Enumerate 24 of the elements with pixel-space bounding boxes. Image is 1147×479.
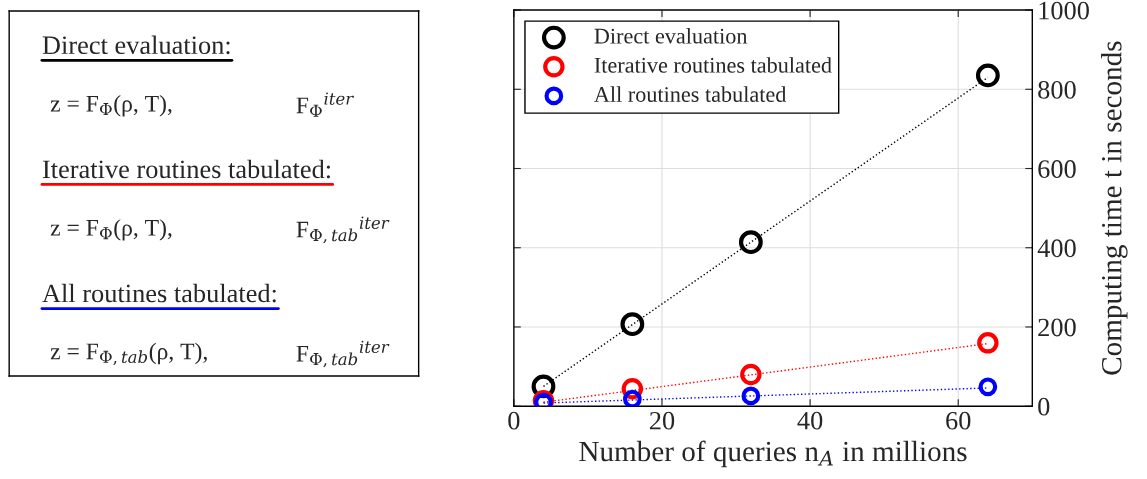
y-axis-title: Computing time t in seconds	[1101, 41, 1128, 375]
y-tick-label: 800	[1038, 80, 1076, 99]
y-tick-label: 400	[1037, 239, 1076, 258]
legend-label: Direct evaluation	[594, 27, 748, 44]
y-tick-label: 1000	[1039, 1, 1089, 20]
text: z = F$_{Φ}$(ρ, T),	[50, 219, 172, 241]
y-tick-label: 600	[1038, 160, 1076, 178]
text: F$_{Φ,tab}$$^{iter}$	[296, 340, 390, 368]
text: Iterative routines tabulated:	[42, 159, 330, 179]
x-axis-title: Number of queries n$_{A}$ in millions	[579, 440, 967, 468]
x-tick-label: 0	[508, 411, 520, 430]
x-tick-label: 20	[649, 411, 675, 430]
text: z = F$_{Φ}$(ρ, T),	[50, 95, 172, 117]
text: F$_{Φ,tab}$$^{iter}$	[296, 216, 390, 244]
y-tick-label: 0	[1038, 397, 1050, 416]
x-tick-label: 40	[797, 411, 823, 430]
y-tick-label: 200	[1038, 318, 1076, 337]
text: All routines tabulated:	[42, 283, 276, 303]
legend-label: All routines tabulated	[594, 86, 787, 102]
text: z = F$_{Φ,tab}$(ρ, T),	[50, 342, 207, 366]
text: F$_{Φ}$$^{iter}$	[296, 92, 354, 117]
legend-label: Iterative routines tabulated	[594, 57, 832, 73]
x-tick-label: 60	[946, 411, 971, 430]
text: Direct evaluation:	[42, 35, 230, 55]
